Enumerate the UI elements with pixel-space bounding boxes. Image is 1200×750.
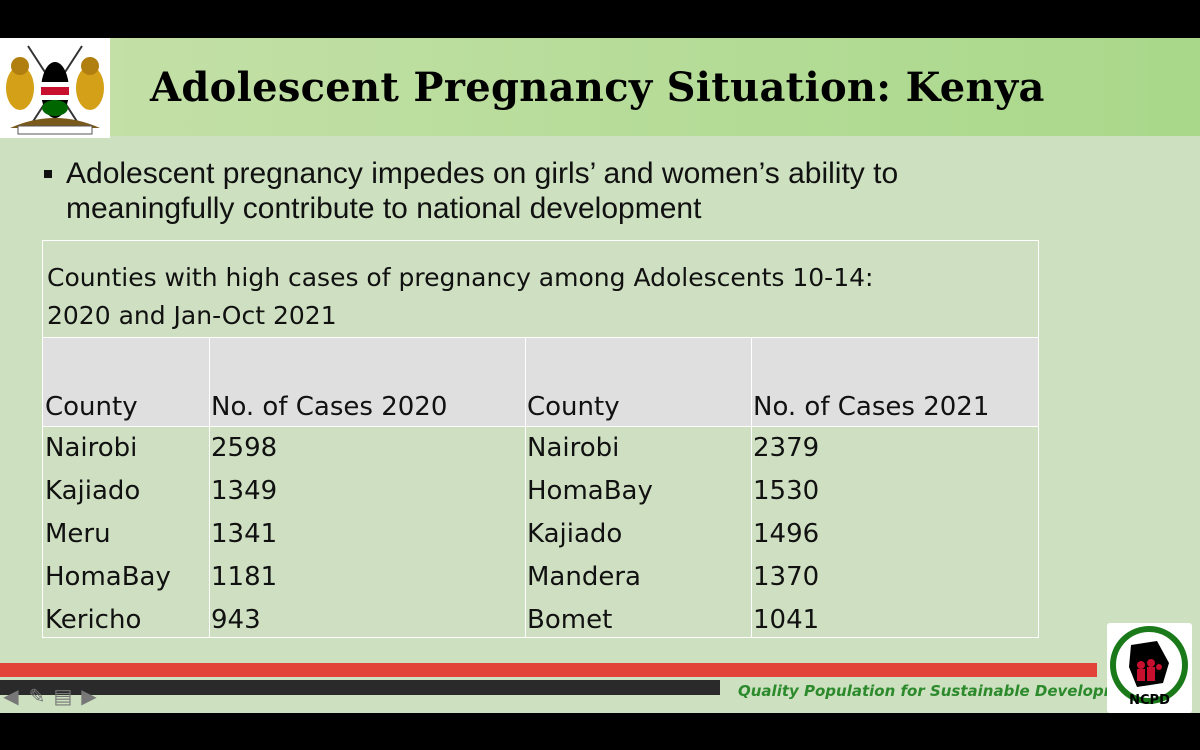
cell-cases-2021: 2379: [753, 433, 820, 463]
arrow-left-icon[interactable]: ◀: [3, 686, 19, 708]
ncpd-logo: NCPD: [1107, 623, 1192, 713]
footer-red-bar: [0, 663, 1097, 677]
cell-county-2021: Bomet: [527, 605, 613, 635]
arrow-right-icon[interactable]: ▶: [81, 686, 97, 708]
table-header-row: County No. of Cases 2020 County No. of C…: [43, 338, 1038, 427]
header-cases-2020: No. of Cases 2020: [211, 392, 448, 422]
table-caption: Counties with high cases of pregnancy am…: [43, 241, 1038, 338]
cell-county-2020: HomaBay: [45, 562, 171, 592]
cell-county-2021: HomaBay: [527, 476, 653, 506]
cell-cases-2021: 1370: [753, 562, 820, 592]
ncpd-label: NCPD: [1129, 693, 1170, 708]
cell-county-2021: Kajiado: [527, 519, 623, 549]
cell-cases-2021: 1530: [753, 476, 820, 506]
cases-table: Counties with high cases of pregnancy am…: [42, 240, 1039, 638]
table-row: Nairobi 2598 Nairobi 2379: [43, 427, 1038, 470]
header-county-2021: County: [527, 392, 620, 422]
slide-nav-toolbar: ◀ ✎ ▤ ▶: [0, 686, 100, 710]
footer-dark-bar: [0, 680, 720, 695]
slide: Adolescent Pregnancy Situation: Kenya Ad…: [0, 38, 1200, 713]
table-caption-line-1: Counties with high cases of pregnancy am…: [47, 263, 874, 292]
cell-cases-2021: 1041: [753, 605, 820, 635]
cell-cases-2020: 1181: [211, 562, 278, 592]
cell-county-2020: Kajiado: [45, 476, 141, 506]
cell-county-2020: Meru: [45, 519, 111, 549]
cell-county-2020: Nairobi: [45, 433, 138, 463]
cell-cases-2021: 1496: [753, 519, 820, 549]
table-caption-line-2: 2020 and Jan-Oct 2021: [47, 301, 337, 330]
header-county-2020: County: [45, 392, 138, 422]
cell-cases-2020: 2598: [211, 433, 278, 463]
column-divider: [751, 338, 752, 637]
bullet-text: Adolescent pregnancy impedes on girls’ a…: [66, 157, 899, 225]
title-bar: Adolescent Pregnancy Situation: Kenya: [110, 38, 1200, 136]
header-cases-2021: No. of Cases 2021: [753, 392, 990, 422]
table-row: Kericho 943 Bomet 1041: [43, 599, 1038, 642]
kenya-coat-of-arms-logo: [0, 38, 110, 138]
cell-county-2021: Nairobi: [527, 433, 620, 463]
cell-county-2021: Mandera: [527, 562, 641, 592]
bullet-marker-icon: [44, 170, 52, 178]
cell-cases-2020: 1341: [211, 519, 278, 549]
cell-cases-2020: 943: [211, 605, 261, 635]
cell-county-2020: Kericho: [45, 605, 142, 635]
slide-title: Adolescent Pregnancy Situation: Kenya: [150, 64, 1045, 111]
column-divider: [525, 338, 526, 637]
bullet-point: Adolescent pregnancy impedes on girls’ a…: [44, 156, 1064, 226]
table-row: Kajiado 1349 HomaBay 1530: [43, 470, 1038, 513]
table-row: Meru 1341 Kajiado 1496: [43, 513, 1038, 556]
column-divider: [209, 338, 210, 637]
menu-icon[interactable]: ▤: [53, 686, 73, 708]
pencil-icon[interactable]: ✎: [28, 686, 46, 708]
table-row: HomaBay 1181 Mandera 1370: [43, 556, 1038, 599]
footer-tagline: Quality Population for Sustainable Devel…: [738, 682, 1148, 700]
cell-cases-2020: 1349: [211, 476, 278, 506]
